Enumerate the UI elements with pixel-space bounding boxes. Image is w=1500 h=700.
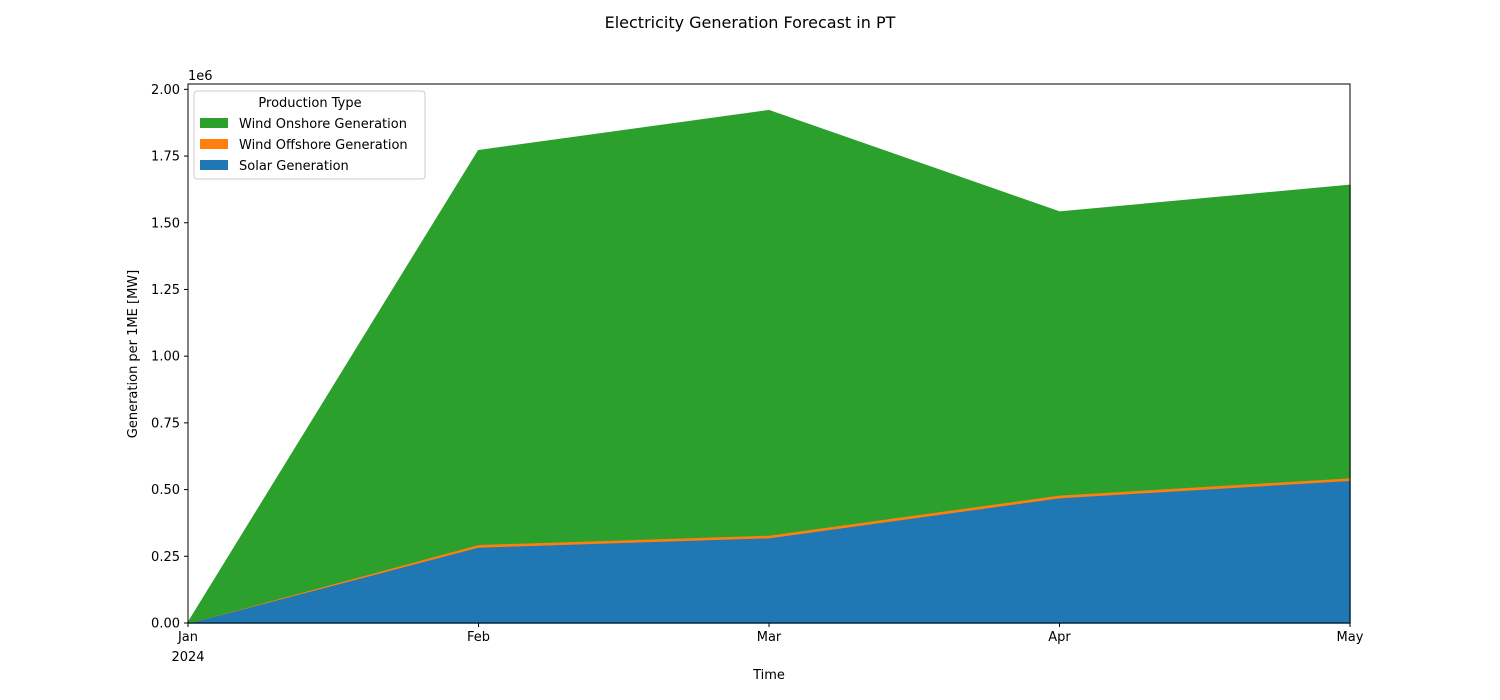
y-tick-label: 0.75 — [151, 416, 180, 431]
series-areas — [187, 109, 1351, 624]
y-offset-label: 1e6 — [188, 69, 213, 84]
legend-box — [193, 90, 426, 180]
legend-swatch-wind-offshore-generation — [200, 139, 228, 149]
x-tick-label: May — [1337, 630, 1364, 645]
y-tick-label: 2.00 — [151, 83, 180, 98]
legend: Production Type Wind Onshore GenerationW… — [193, 90, 426, 180]
x-axis-label: Time — [752, 668, 785, 683]
y-tick-label: 1.75 — [151, 150, 180, 165]
y-tick-label: 0.25 — [151, 550, 180, 565]
y-tick-label: 1.00 — [151, 350, 180, 365]
legend-swatch-wind-onshore-generation — [200, 118, 228, 128]
y-tick-label: 0.50 — [151, 483, 180, 498]
x-axis: Jan Feb Mar Apr May — [177, 623, 1364, 645]
y-tick-label: 1.25 — [151, 283, 180, 298]
legend-label-solar-generation: Solar Generation — [239, 159, 349, 174]
legend-entries: Wind Onshore Generation Wind Offshore Gen… — [200, 117, 408, 174]
legend-swatch-solar-generation — [200, 160, 228, 170]
legend-label-wind-onshore-generation: Wind Onshore Generation — [239, 117, 407, 132]
y-tick-label: 0.00 — [151, 617, 180, 632]
x-tick-label: Mar — [757, 630, 782, 645]
x-year-label: 2024 — [171, 650, 204, 665]
x-tick-label: Apr — [1048, 630, 1071, 645]
chart-title: Electricity Generation Forecast in PT — [605, 13, 896, 32]
x-tick-label: Jan — [177, 630, 198, 645]
y-axis-label: Generation per 1ME [MW] — [126, 270, 141, 438]
y-axis: 0.00 0.25 0.50 0.75 1.00 1.25 1.50 1.75 2.00 — [151, 83, 188, 632]
y-tick-label: 1.50 — [151, 216, 180, 231]
x-tick-label: Feb — [467, 630, 490, 645]
legend-title: Production Type — [258, 96, 361, 111]
legend-label-wind-offshore-generation: Wind Offshore Generation — [239, 138, 408, 153]
